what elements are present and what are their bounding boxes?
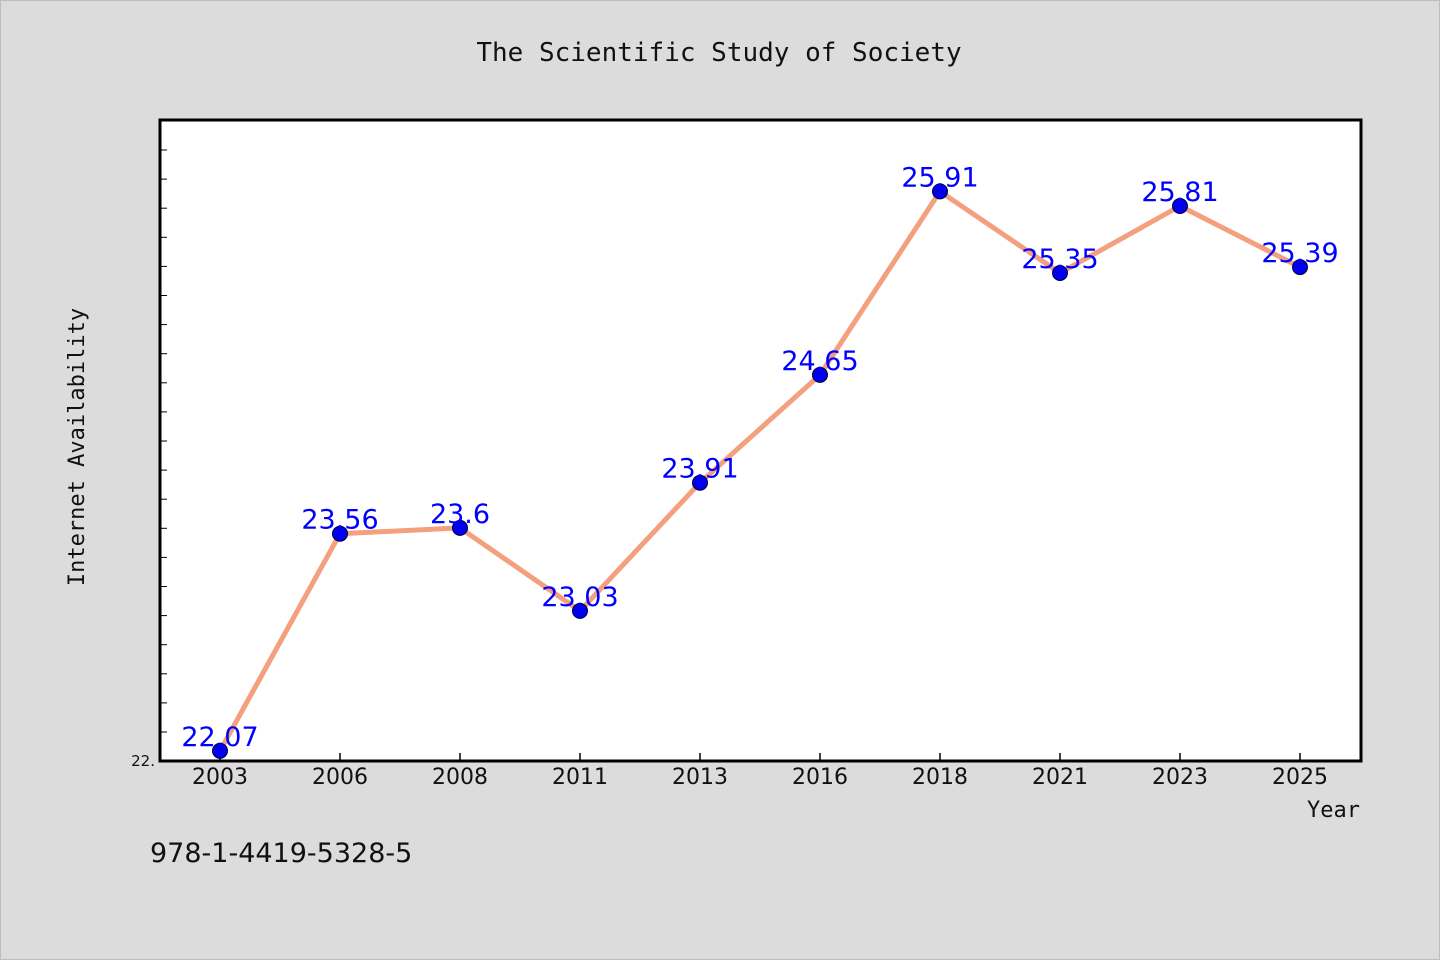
data-point [332, 525, 348, 542]
x-tick-label: 2023 [1152, 765, 1208, 790]
y-tick-label: 22. [131, 752, 155, 770]
y-axis-label: Internet Availability [65, 308, 90, 586]
series-line [217, 188, 1303, 754]
x-tick-label: 2021 [1032, 765, 1088, 790]
data-label: 25.91 [901, 162, 978, 193]
plot-area [158, 118, 1363, 763]
x-tick-labels: 2003 2006 2008 2011 2013 2016 2018 2021 2023 2025 [192, 765, 1328, 790]
data-label: 23.6 [430, 499, 490, 530]
data-point [212, 742, 228, 759]
data-point [692, 474, 708, 491]
data-points [212, 183, 1308, 759]
x-tick-label: 2006 [312, 765, 368, 790]
data-label: 23.56 [301, 505, 378, 536]
data-point [572, 602, 588, 619]
data-label: 25.39 [1261, 238, 1338, 269]
x-tick-label: 2008 [432, 765, 488, 790]
data-label: 25.35 [1021, 244, 1098, 275]
chart-title: The Scientific Study of Society [476, 38, 961, 68]
data-point [1292, 259, 1308, 276]
data-label: 23.91 [661, 454, 738, 485]
y-axis-ticks [160, 149, 167, 733]
data-point [452, 519, 468, 536]
data-label: 23.03 [541, 582, 618, 613]
data-labels: 22.07 23.56 23.6 23.03 23.91 24.65 25.91 25.35 2… [181, 162, 1338, 752]
x-tick-label: 2025 [1272, 765, 1328, 790]
x-tick-label: 2011 [552, 765, 608, 790]
data-point [1172, 198, 1188, 214]
x-tick-label: 2013 [672, 765, 728, 790]
x-tick-label: 2016 [792, 765, 848, 790]
data-label: 25.81 [1141, 177, 1218, 208]
data-point [1052, 265, 1068, 281]
x-tick-label: 2003 [192, 765, 248, 790]
x-axis-label: Year [1307, 798, 1360, 823]
data-point [932, 183, 948, 200]
x-tick-label: 2018 [912, 765, 968, 790]
isbn-text: 978-1-4419-5328-5 [150, 838, 412, 869]
data-label: 22.07 [181, 722, 258, 753]
data-label: 24.65 [781, 346, 858, 377]
data-point [812, 366, 828, 383]
